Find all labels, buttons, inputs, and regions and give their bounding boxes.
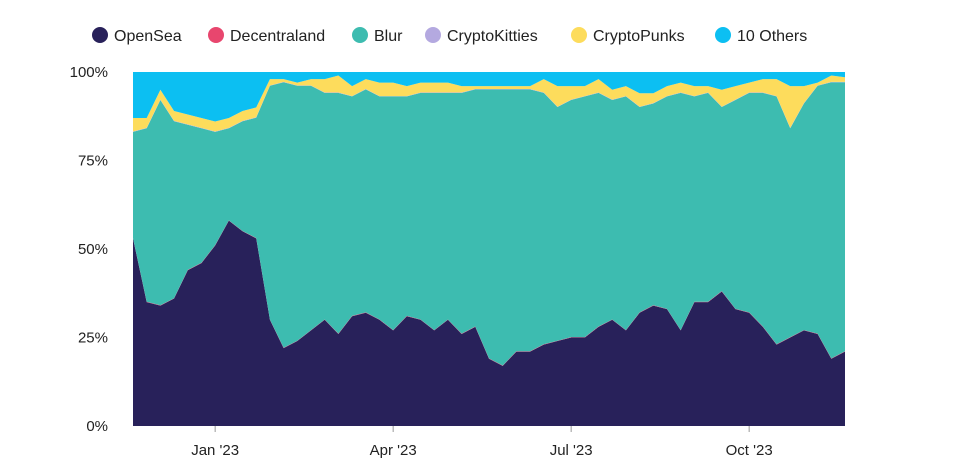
legend-label-cryptokitties: CryptoKitties [447, 28, 538, 45]
y-tick-label: 0% [86, 418, 108, 435]
series-areas [133, 72, 845, 426]
legend-marker-10-others [715, 27, 731, 43]
legend: OpenSea Decentraland Blur CryptoKitties Cryp… [92, 27, 807, 45]
legend-marker-cryptokitties [425, 27, 441, 43]
legend-label-blur: Blur [374, 28, 403, 45]
x-tick-label: Apr '23 [370, 442, 417, 459]
y-tick-label: 25% [78, 330, 108, 347]
legend-label-opensea: OpenSea [114, 28, 182, 45]
legend-label-cryptopunks: CryptoPunks [593, 28, 685, 45]
x-tick-label: Jan '23 [191, 442, 239, 459]
legend-label-10-others: 10 Others [737, 28, 807, 45]
y-tick-label: 100% [70, 64, 108, 81]
x-tick-label: Jul '23 [550, 442, 593, 459]
legend-label-decentraland: Decentraland [230, 28, 325, 45]
y-tick-label: 50% [78, 241, 108, 258]
series-area-10-others [133, 72, 845, 122]
legend-marker-cryptopunks [571, 27, 587, 43]
y-axis: 0% 25% 50% 75% 100% [70, 64, 108, 435]
series-area-cryptopunks [133, 75, 845, 132]
x-axis: Jan '23 Apr '23 Jul '23 Oct '23 [191, 426, 773, 459]
legend-marker-blur [352, 27, 368, 43]
legend-marker-decentraland [208, 27, 224, 43]
legend-marker-opensea [92, 27, 108, 43]
series-area-opensea [133, 220, 845, 426]
series-area-blur [133, 82, 845, 366]
x-tick-label: Oct '23 [726, 442, 773, 459]
y-tick-label: 75% [78, 153, 108, 170]
